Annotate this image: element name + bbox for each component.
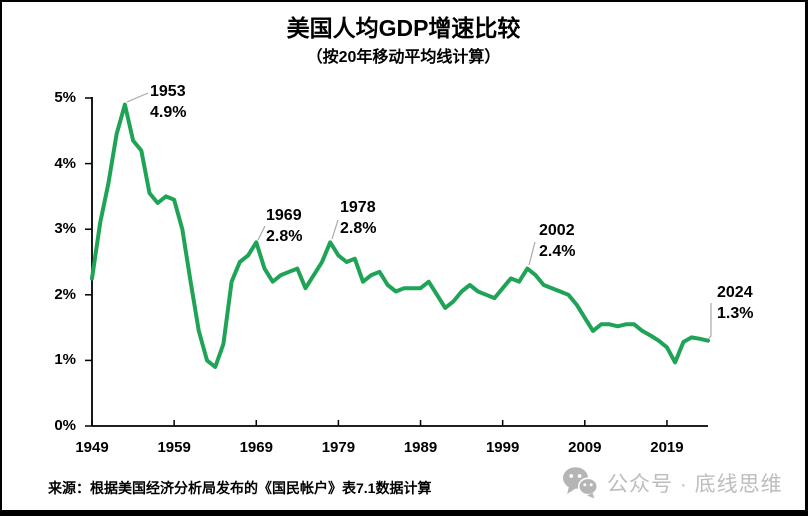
annotation-1969: 1969 2.8% (266, 205, 302, 247)
watermark: 公众号 · 底线思维 (562, 466, 783, 499)
annotation-2024: 2024 1.3% (717, 282, 753, 324)
gdp-growth-line (90, 102, 710, 369)
annotation-value: 4.9% (150, 104, 187, 121)
annotation-value: 2.8% (266, 228, 303, 245)
y-axis-label: 0% (54, 417, 76, 434)
x-axis-label: 1999 (485, 439, 520, 456)
annotation-year: 2002 (539, 222, 575, 239)
x-axis-label: 1959 (157, 439, 191, 456)
annotation-leader-line (126, 92, 149, 103)
wechat-icon (562, 466, 598, 499)
annotation-year: 2024 (717, 284, 753, 301)
watermark-text: 公众号 · 底线思维 (607, 472, 783, 496)
chart-subtitle: （按20年移动平均线计算） (306, 49, 501, 66)
chart-title: 美国人均GDP增速比较 (286, 15, 521, 41)
annotation-leader-line (257, 225, 266, 241)
y-axis-label: 3% (54, 220, 76, 238)
x-axis-label: 1979 (321, 439, 356, 456)
x-axis-label: 1969 (239, 439, 273, 456)
y-axis-label: 2% (54, 285, 76, 303)
annotation-2002: 2002 2.4% (539, 220, 575, 262)
annotation-1953: 1953 4.9% (150, 81, 186, 123)
y-axis-label: 5% (54, 89, 76, 106)
annotation-value: 2.8% (340, 220, 377, 237)
source-note: 来源：根据美国经济分析局发布的《国民帐户》表7.1数据计算 (48, 480, 432, 496)
x-axis-label: 2009 (568, 439, 602, 456)
annotation-value: 2.4% (539, 243, 576, 260)
annotation-1978: 1978 2.8% (340, 197, 376, 239)
annotation-leader-line (331, 219, 339, 240)
y-axis-label: 1% (54, 351, 76, 369)
x-axis-label: 1989 (403, 439, 438, 456)
annotation-leader-line (707, 303, 712, 340)
annotation-year: 1953 (150, 83, 186, 100)
y-axis-label: 4% (54, 154, 76, 172)
annotation-year: 1978 (340, 199, 376, 216)
annotation-leader-line (528, 241, 536, 266)
annotation-year: 1969 (266, 207, 302, 224)
x-axis-label: 2019 (650, 439, 684, 456)
annotation-value: 1.3% (717, 305, 754, 322)
x-axis-label: 1949 (75, 439, 109, 456)
